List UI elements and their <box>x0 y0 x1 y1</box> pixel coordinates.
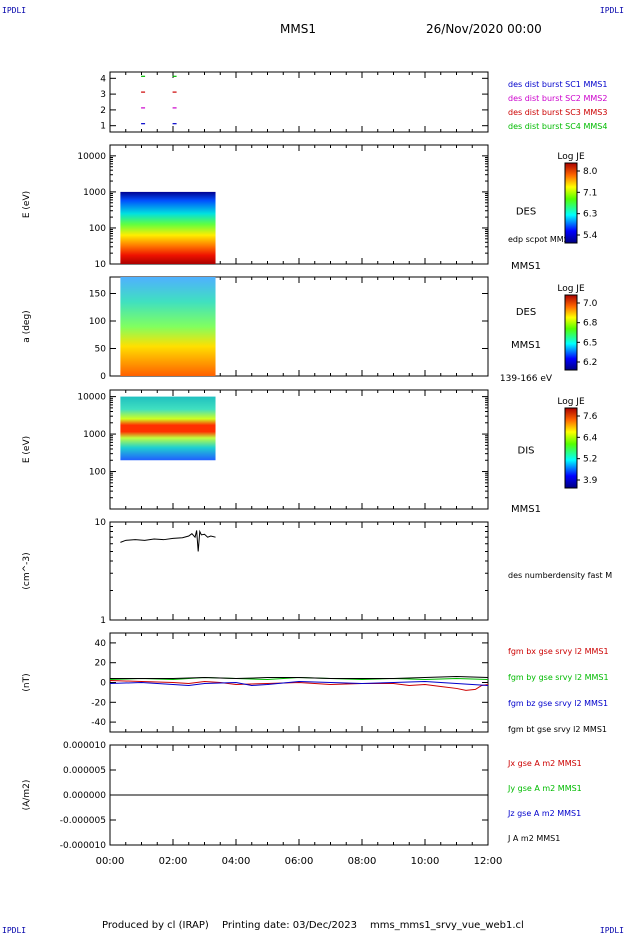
y-tick-label: 10000 <box>77 393 106 403</box>
spectrogram-image <box>120 396 216 461</box>
legend-entry: edp scpot MMS1 <box>508 235 574 244</box>
y-tick-label: 100 <box>89 317 106 327</box>
instrument-label: DIS <box>518 446 535 457</box>
colorbar-tick-label: 6.2 <box>583 358 597 368</box>
footer-produced-by: Produced by cl (IRAP) <box>102 920 209 931</box>
y-axis-label: (nT) <box>22 673 32 691</box>
plot-area: 1 2 3 4 des dist burst SC1 MMS1 des dist burs… <box>22 71 612 867</box>
colorbar-title: Log JE <box>557 284 585 294</box>
legend-entry: des dist burst SC2 MMS2 <box>508 94 607 103</box>
legend-entry: Jx gse A m2 MMS1 <box>507 759 582 768</box>
y-tick-label: 100 <box>89 468 106 478</box>
spacecraft-label: MMS1 <box>511 340 541 351</box>
pitch-angle-image <box>120 277 216 376</box>
legend-entry: fgm by gse srvy l2 MMS1 <box>508 673 609 682</box>
time-tick-label: 04:00 <box>222 856 251 867</box>
footer-filename: mms_mms1_srvy_vue_web1.cl <box>370 920 524 931</box>
colorbar-tick-label: 6.4 <box>583 433 598 443</box>
energy-range-label: 139-166 eV <box>500 374 553 384</box>
y-axis-label: E (eV) <box>22 436 32 463</box>
legend-entry: des dist burst SC4 MMS4 <box>508 122 607 131</box>
y-tick-label: 3 <box>100 90 106 100</box>
time-tick-label: 10:00 <box>411 856 440 867</box>
time-tick-label: 08:00 <box>348 856 377 867</box>
legend-entry: des numberdensity fast M <box>508 571 612 580</box>
field-line <box>109 680 489 691</box>
corner-label-top-left: IPDLI <box>2 6 27 15</box>
colorbar-tick-label: 3.9 <box>583 476 598 486</box>
y-tick-label: 1000 <box>83 430 106 440</box>
corner-label-bottom-left: IPDLI <box>2 926 27 935</box>
y-tick-label: 0 <box>100 372 106 382</box>
density-line <box>120 529 216 552</box>
colorbar-tick-label: 5.4 <box>583 231 598 241</box>
legend-entry: J A m2 MMS1 <box>507 834 560 843</box>
colorbar <box>564 162 578 244</box>
panel-frame <box>109 521 489 621</box>
y-tick-label: 4 <box>100 74 106 84</box>
panel-frame <box>109 71 489 133</box>
colorbar-tick-label: 7.0 <box>583 299 598 309</box>
colorbar-tick-label: 6.3 <box>583 210 597 220</box>
field-line <box>110 676 489 680</box>
spacecraft-label: MMS1 <box>511 504 541 515</box>
y-tick-label: 0.000010 <box>63 741 106 751</box>
colorbar-tick-label: 5.2 <box>583 455 597 465</box>
y-tick-label: -0.000010 <box>60 841 106 851</box>
time-tick-label: 06:00 <box>285 856 314 867</box>
colorbar-title: Log JE <box>557 397 585 407</box>
spectrogram-image <box>120 191 216 264</box>
colorbar-tick-label: 7.6 <box>583 412 598 422</box>
legend-entry: fgm bx gse srvy l2 MMS1 <box>508 647 609 656</box>
footer-printing-date: Printing date: 03/Dec/2023 <box>222 920 358 931</box>
spacecraft-title: MMS1 <box>280 22 316 36</box>
time-tick-label: 12:00 <box>474 856 503 867</box>
colorbar <box>564 294 578 371</box>
y-axis-label: a (deg) <box>22 310 32 342</box>
y-tick-label: 1000 <box>83 188 106 198</box>
legend-entry: des dist burst SC3 MMS3 <box>508 108 607 117</box>
y-tick-label: 1 <box>100 616 106 626</box>
y-tick-label: -40 <box>91 718 106 728</box>
y-tick-label: 0.000005 <box>63 766 106 776</box>
colorbar-tick-label: 6.5 <box>583 338 597 348</box>
y-tick-label: 100 <box>89 224 106 234</box>
colorbar-title: Log JE <box>557 152 585 162</box>
field-line <box>109 681 489 686</box>
y-tick-label: 10 <box>95 260 107 270</box>
y-tick-label: 10 <box>95 518 107 528</box>
y-tick-label: -20 <box>91 698 106 708</box>
spacecraft-label: MMS1 <box>511 261 541 272</box>
time-tick-label: 00:00 <box>96 856 125 867</box>
colorbar-tick-label: 8.0 <box>583 167 598 177</box>
colorbar-tick-label: 6.8 <box>583 319 598 329</box>
instrument-label: DES <box>516 307 536 318</box>
instrument-label: DES <box>516 207 536 218</box>
y-tick-label: 0.000000 <box>63 791 106 801</box>
y-tick-label: 2 <box>100 106 106 116</box>
y-axis-label: (cm^-3) <box>22 552 32 589</box>
legend-entry: fgm bt gse srvy l2 MMS1 <box>508 725 607 734</box>
y-tick-label: 1 <box>100 122 106 132</box>
y-tick-label: 10000 <box>77 152 106 162</box>
legend-entry: Jz gse A m2 MMS1 <box>507 809 581 818</box>
y-tick-label: 150 <box>89 290 106 300</box>
date-title: 26/Nov/2020 00:00 <box>426 22 542 36</box>
y-tick-label: 20 <box>95 659 107 669</box>
legend-entry: des dist burst SC1 MMS1 <box>508 80 607 89</box>
y-axis-label: (A/m2) <box>22 780 32 811</box>
y-axis-label: E (eV) <box>22 191 32 218</box>
corner-label-bottom-right: IPDLI <box>599 926 624 935</box>
y-tick-label: 40 <box>95 639 107 649</box>
time-tick-label: 02:00 <box>159 856 188 867</box>
colorbar <box>564 407 578 489</box>
corner-label-top-right: IPDLI <box>599 6 624 15</box>
y-tick-label: 50 <box>95 345 107 355</box>
legend-entry: Jy gse A m2 MMS1 <box>507 784 582 793</box>
y-tick-label: 0 <box>100 679 106 689</box>
y-tick-label: -0.000005 <box>60 816 106 826</box>
legend-entry: fgm bz gse srvy l2 MMS1 <box>508 699 608 708</box>
colorbar-tick-label: 7.1 <box>583 188 597 198</box>
